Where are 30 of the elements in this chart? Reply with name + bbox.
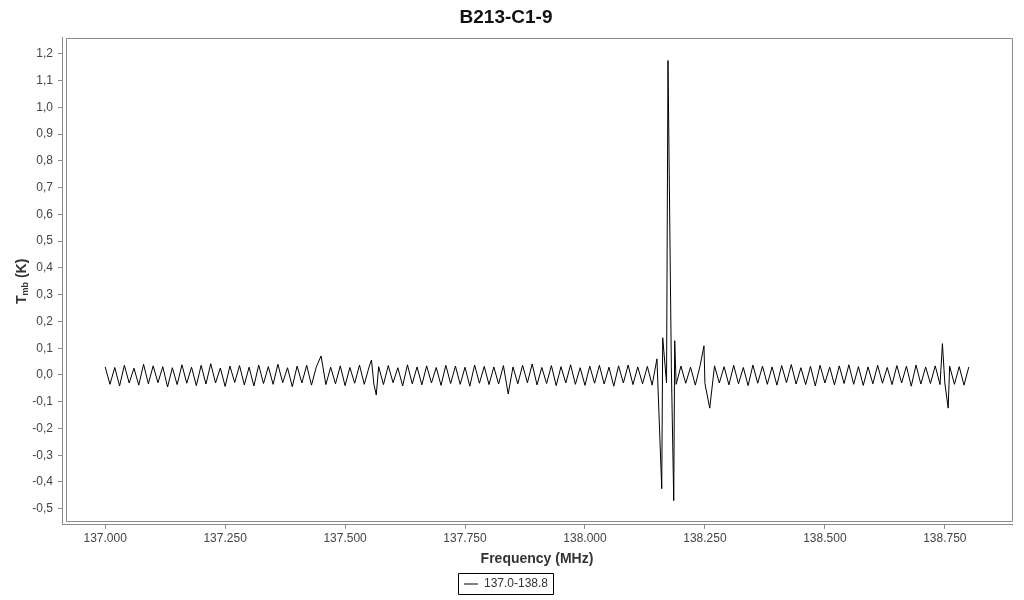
x-tick-label: 138.750 — [923, 531, 967, 546]
y-tick-label: 0,9 — [36, 126, 54, 141]
y-tick-label: 0,7 — [36, 179, 54, 194]
chart-title: B213-C1-9 — [459, 5, 553, 27]
y-tick-label: 0,1 — [36, 340, 54, 355]
x-tick-label: 138.500 — [803, 531, 847, 546]
y-tick-label: 0,6 — [36, 206, 54, 221]
y-tick-label: -0,2 — [32, 420, 54, 435]
legend-label: 137.0-138.8 — [483, 576, 549, 591]
y-tick-label: 0,3 — [36, 286, 54, 301]
x-tick-label: 137.750 — [443, 531, 488, 546]
x-axis-title: Frequency (MHz) — [480, 550, 594, 567]
y-tick-label: 0,8 — [36, 153, 54, 168]
y-tick-label: -0,1 — [32, 394, 54, 409]
y-tick-label: -0,4 — [32, 474, 54, 489]
x-tick-label: 137.250 — [203, 531, 248, 546]
y-tick-label: 0,2 — [36, 313, 54, 328]
x-tick-label: 137.500 — [323, 531, 368, 546]
x-tick-label: 137.000 — [83, 531, 128, 546]
y-axis-title: Tmb (K) — [12, 258, 31, 304]
y-tick-label: 0,0 — [36, 367, 54, 382]
x-tick-label: 138.250 — [683, 531, 727, 546]
y-tick-label: 1,1 — [36, 72, 54, 87]
y-tick-label: -0,3 — [32, 447, 54, 462]
x-tick-label: 138.000 — [563, 531, 607, 546]
y-tick-label: 1,2 — [36, 46, 54, 61]
y-tick-label: 0,4 — [36, 260, 54, 275]
y-tick-label: -0,5 — [32, 501, 54, 516]
y-tick-label: 0,5 — [36, 233, 54, 248]
y-tick-label: 1,0 — [36, 99, 54, 114]
